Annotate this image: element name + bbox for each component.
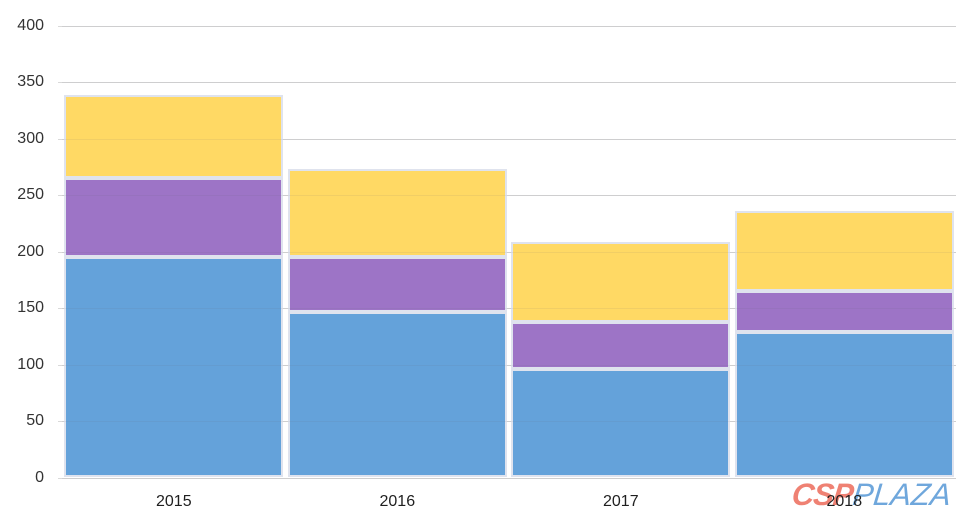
y-tick-label-250: 250 xyxy=(17,186,44,204)
y-tick-label-350: 350 xyxy=(17,73,44,91)
gridline-350 xyxy=(58,82,956,84)
x-tick-label-2015: 2015 xyxy=(156,493,192,510)
y-tick-label-400: 400 xyxy=(17,17,44,34)
gridline-150 xyxy=(58,308,956,310)
y-tick-label-150: 150 xyxy=(17,299,44,317)
gridline-overlay-200 xyxy=(62,251,956,253)
gridline-300 xyxy=(58,138,956,140)
gridline-overlay-300 xyxy=(62,138,956,140)
x-tick-label-2018: 2018 xyxy=(826,493,863,510)
bar-2018-top-yellow-segment xyxy=(734,211,954,292)
gridline-0 xyxy=(58,477,956,479)
gridline-overlay-150 xyxy=(62,308,956,310)
gridline-overlay-350 xyxy=(62,82,956,84)
gridline-400 xyxy=(58,26,956,27)
gridline-overlay-50 xyxy=(62,421,956,423)
gridline-50 xyxy=(58,421,956,423)
y-tick-label-50: 50 xyxy=(26,412,44,430)
y-tick-label-300: 300 xyxy=(17,129,44,147)
bar-2016-bottom-blue-segment xyxy=(287,311,507,478)
bar-2017-bottom-blue-segment xyxy=(511,369,731,478)
bar-2017-middle-purple-segment xyxy=(511,321,731,370)
bar-2016-middle-purple-segment xyxy=(287,257,507,312)
bar-2017-top-yellow-segment xyxy=(511,241,731,322)
gridline-200 xyxy=(58,251,956,253)
bar-2015-middle-purple-segment xyxy=(64,178,284,258)
y-tick-label-100: 100 xyxy=(17,355,44,373)
gridline-overlay-0 xyxy=(62,477,956,479)
bar-2018-bottom-blue-segment xyxy=(734,331,954,478)
bar-2018-middle-purple-segment xyxy=(734,291,954,332)
x-tick-label-2016: 2016 xyxy=(379,493,416,510)
bar-2016-top-yellow-segment xyxy=(287,169,507,258)
y-tick-label-0: 0 xyxy=(35,468,44,486)
gridline-250 xyxy=(58,195,956,197)
gridline-overlay-400 xyxy=(62,26,956,27)
gridline-100 xyxy=(58,364,956,366)
x-tick-label-2017: 2017 xyxy=(603,493,639,510)
bar-2015-bottom-blue-segment xyxy=(64,257,284,478)
gridline-overlay-250 xyxy=(62,195,956,197)
gridline-overlay-100 xyxy=(62,364,956,366)
bar-2015-top-yellow-segment xyxy=(64,94,284,179)
y-tick-label-200: 200 xyxy=(17,242,44,260)
